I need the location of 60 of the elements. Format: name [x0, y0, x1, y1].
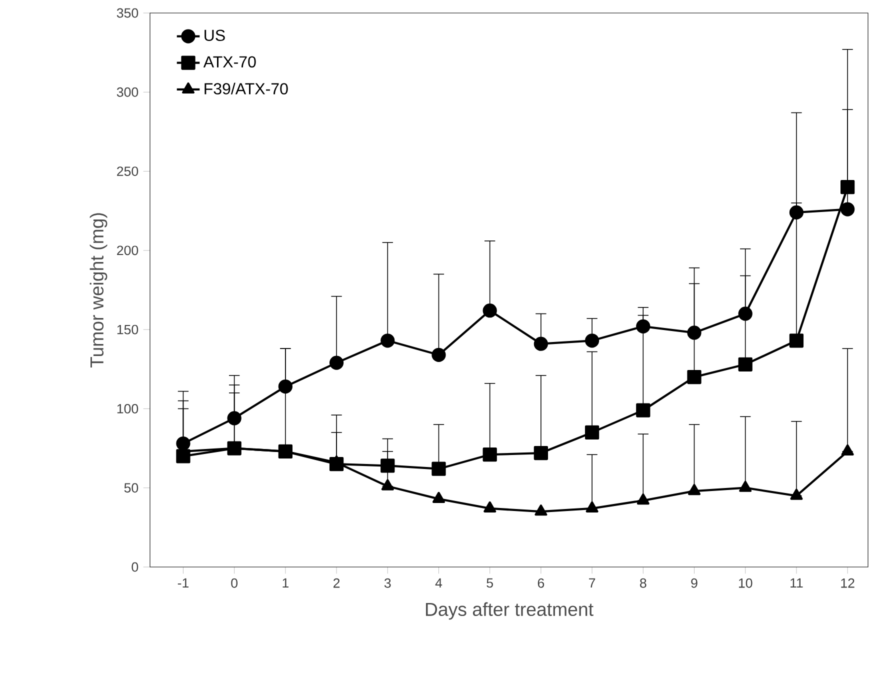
point	[227, 411, 242, 426]
point	[482, 448, 497, 462]
point	[432, 462, 446, 476]
point	[380, 458, 395, 473]
x-tick-label: 12	[841, 578, 854, 588]
legend-label: ATX-70	[203, 56, 256, 68]
point	[484, 501, 496, 513]
point	[432, 492, 446, 504]
point	[381, 479, 394, 490]
point	[586, 501, 598, 513]
x-tick-label: 1	[282, 578, 288, 588]
y-tick-label: 250	[117, 166, 138, 176]
x-tick-label: 5	[486, 578, 493, 588]
y-tick-label: 150	[117, 324, 138, 334]
point	[789, 205, 804, 220]
point	[636, 493, 650, 505]
point	[789, 334, 804, 348]
x-tick-label: 6	[538, 578, 544, 588]
point	[534, 446, 548, 460]
point	[739, 480, 752, 492]
point	[687, 326, 702, 340]
y-axis-title: Tumor weight (mg)	[90, 213, 108, 368]
point	[534, 336, 548, 351]
y-tick-label: 350	[116, 8, 138, 18]
x-tick-label: 2	[333, 578, 340, 588]
point	[840, 202, 855, 216]
point	[636, 403, 650, 418]
x-tick-label: 7	[589, 578, 596, 588]
x-axis-title: Days after treatment	[426, 602, 594, 620]
point	[482, 304, 497, 318]
y-tick-label: 0	[132, 562, 138, 572]
x-tick-label: 4	[435, 578, 442, 588]
point	[688, 484, 701, 496]
y-tick-label: 300	[116, 87, 138, 97]
x-tick-label: 10	[738, 578, 752, 588]
point	[329, 356, 344, 370]
point	[278, 379, 292, 394]
point	[738, 306, 752, 321]
y-tick-label: 50	[124, 483, 138, 493]
point	[534, 504, 548, 516]
point	[840, 180, 855, 194]
point	[584, 425, 600, 440]
point	[738, 357, 752, 372]
point	[584, 334, 600, 348]
x-tick-label: 9	[691, 578, 698, 588]
point	[841, 444, 854, 456]
x-tick-label: 11	[790, 578, 803, 588]
point	[380, 334, 395, 348]
legend-label: US	[204, 30, 225, 42]
y-tick-label: 200	[117, 246, 138, 256]
x-tick-label: -1	[178, 578, 189, 588]
x-tick-label: 0	[231, 578, 238, 588]
point	[432, 348, 446, 362]
y-tick-label: 100	[117, 404, 138, 414]
x-tick-label: 3	[384, 578, 391, 588]
point	[687, 370, 702, 384]
legend-label: F39/ATX-70	[204, 82, 288, 94]
x-tick-label: 8	[640, 578, 646, 588]
point	[636, 319, 650, 334]
point	[790, 488, 803, 500]
